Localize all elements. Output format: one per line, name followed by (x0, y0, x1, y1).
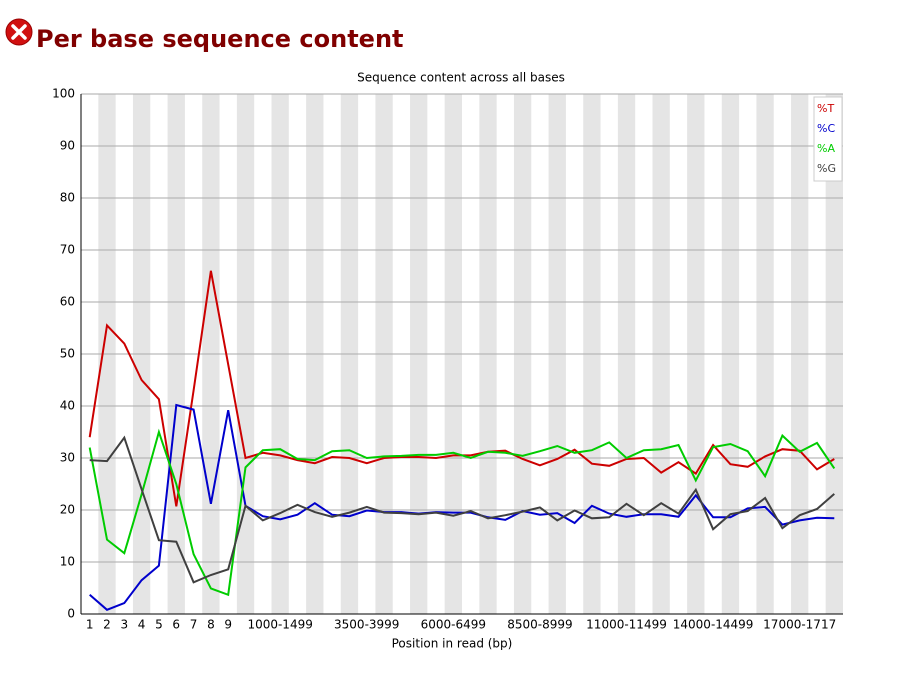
y-tick-label: 0 (67, 607, 75, 621)
legend-entry: %T (817, 102, 834, 115)
y-tick-label: 60 (60, 295, 75, 309)
y-tick-label: 20 (60, 503, 75, 517)
series-line (89, 435, 835, 584)
x-tick-label: 6000-6499 (421, 618, 486, 632)
legend-box (813, 96, 843, 182)
y-tick-label: 10 (60, 555, 75, 569)
y-tick-label: 50 (60, 347, 75, 361)
x-tick-label: 14000-14499 (673, 618, 754, 632)
series-line (88, 428, 836, 597)
x-tick-label: 2 (103, 618, 111, 632)
y-tick-label: 100 (52, 87, 75, 101)
x-tick-label: 9 (224, 618, 232, 632)
x-tick-label: 7 (190, 618, 198, 632)
x-tick-label: 11000-11499 (586, 618, 667, 632)
x-axis-label: Position in read (bp) (392, 637, 513, 651)
x-tick-label: 4 (138, 618, 146, 632)
y-tick-label: 70 (60, 243, 75, 257)
x-tick-label: 3500-3999 (334, 618, 399, 632)
x-tick-label: 1000-1499 (247, 618, 312, 632)
x-tick-label: 17000-1717 (763, 618, 836, 632)
legend-entry: %C (817, 122, 835, 135)
y-tick-label: 80 (60, 191, 75, 205)
x-tick-label: 8500-8999 (507, 618, 572, 632)
legend-entry: %G (817, 162, 836, 175)
x-tick-label: 5 (155, 618, 163, 632)
y-tick-label: 30 (60, 451, 75, 465)
x-tick-label: 3 (120, 618, 128, 632)
x-tick-label: 6 (172, 618, 180, 632)
legend-entry: %A (817, 142, 835, 155)
page-title: Per base sequence content (36, 25, 404, 53)
y-tick-label: 90 (60, 139, 75, 153)
error-icon (5, 18, 33, 46)
chart-title: Sequence content across all bases (357, 71, 565, 85)
x-tick-label: 8 (207, 618, 215, 632)
x-tick-label: 1 (86, 618, 94, 632)
y-tick-label: 40 (60, 399, 75, 413)
